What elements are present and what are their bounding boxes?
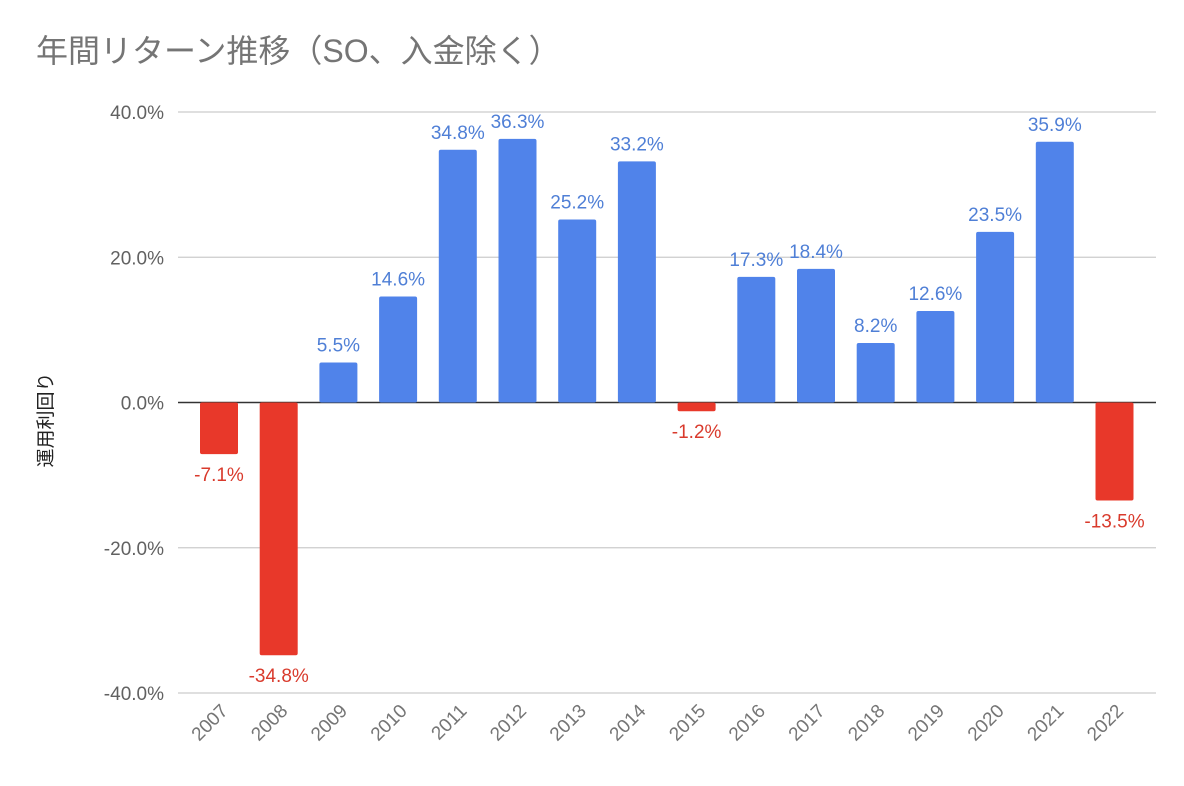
y-tick-label: 0.0% [121, 394, 164, 415]
x-tick-label: 2007 [188, 701, 233, 746]
x-tick-label: 2022 [1083, 701, 1128, 746]
y-tick-label: -20.0% [104, 539, 164, 560]
x-tick-label: 2021 [1024, 701, 1069, 746]
bar-2018 [856, 342, 895, 403]
bar-2012 [498, 138, 537, 403]
y-tick-label: 40.0% [110, 103, 164, 124]
bar-2015 [677, 402, 716, 412]
x-tick-label: 2019 [904, 701, 949, 746]
data-label: 35.9% [1028, 115, 1082, 136]
x-tick-label: 2010 [367, 701, 412, 746]
x-tick-label: 2012 [486, 701, 531, 746]
data-label: 5.5% [317, 336, 360, 357]
data-label: 23.5% [968, 205, 1022, 226]
x-tick-label: 2014 [606, 700, 651, 745]
bar-2019 [916, 310, 955, 403]
bar-2021 [1035, 141, 1074, 403]
x-tick-label: 2013 [546, 701, 591, 746]
x-tick-label: 2009 [307, 701, 352, 746]
bar-2007 [200, 402, 238, 455]
bar-2020 [976, 231, 1015, 403]
data-label: 25.2% [550, 192, 604, 213]
x-tick-label: 2008 [247, 701, 292, 746]
data-label: 12.6% [908, 284, 962, 305]
x-tick-label: 2011 [428, 701, 472, 745]
bar-2014 [617, 161, 656, 403]
bar-2008 [259, 402, 298, 656]
data-label: -34.8% [249, 666, 309, 687]
data-label: 33.2% [610, 134, 664, 155]
bar-2013 [558, 219, 597, 403]
bar-2009 [319, 362, 358, 403]
x-tick-label: 2018 [844, 701, 889, 746]
data-label: 36.3% [491, 112, 545, 133]
data-label: 14.6% [371, 269, 425, 290]
data-label: -13.5% [1084, 512, 1144, 533]
data-label: -7.1% [194, 465, 244, 486]
y-axis-label: 運用利回り [35, 372, 57, 467]
data-label: -1.2% [672, 422, 722, 443]
data-label: 34.8% [431, 123, 485, 144]
x-tick-label: 2017 [785, 701, 830, 746]
y-tick-label: 20.0% [110, 248, 164, 269]
data-label: 18.4% [789, 242, 843, 263]
x-tick-label: 2016 [725, 701, 770, 746]
bar-2010 [379, 296, 418, 403]
y-tick-label: -40.0% [104, 684, 164, 705]
chart-title: 年間リターン推移（SO、入金除く） [36, 33, 561, 69]
data-label: 17.3% [729, 250, 783, 271]
data-label: 8.2% [854, 316, 897, 337]
x-tick-label: 2015 [665, 701, 710, 746]
x-tick-label: 2020 [964, 701, 1009, 746]
bar-2017 [797, 268, 835, 403]
bar-2016 [737, 276, 776, 403]
bar-2022 [1095, 402, 1134, 501]
bar-2011 [438, 149, 477, 403]
